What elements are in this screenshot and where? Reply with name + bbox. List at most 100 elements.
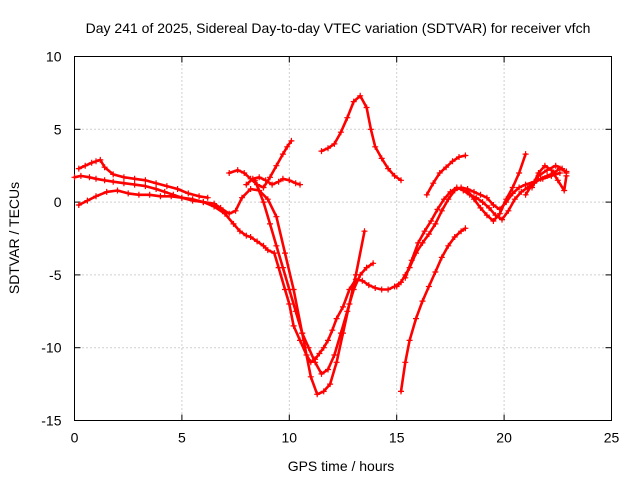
data-point [305,344,312,351]
data-point [260,242,267,249]
data-point [372,285,379,291]
data-point [93,158,99,165]
data-point [189,197,196,204]
data-point [239,194,245,201]
data-point [451,234,458,240]
data-point [230,220,237,227]
data-point [552,162,559,169]
data-point [516,184,523,191]
data-point [432,269,439,275]
data-point [264,247,271,254]
data-point [273,213,280,220]
data-point [363,264,370,271]
data-point [436,170,443,176]
data-point [378,155,385,162]
data-point [157,193,164,200]
data-point [340,303,346,310]
data-point [408,257,415,264]
data-point [288,137,295,144]
series-arc-H [403,167,568,280]
data-point [234,167,241,174]
markers-arc-J [398,225,469,395]
data-point [110,171,117,178]
markers-arc-M [522,162,570,198]
data-point [247,186,254,192]
data-point [462,225,469,232]
data-point [153,180,160,187]
data-point [226,210,233,217]
data-point [146,191,153,198]
data-point [477,204,484,211]
data-point [236,228,243,235]
data-point [243,181,250,188]
data-point [204,194,211,201]
data-point [275,178,282,185]
data-point [518,188,525,195]
data-point [367,126,374,133]
data-point [290,322,297,329]
data-point [443,164,450,171]
data-point [88,159,95,166]
data-point [284,143,291,150]
data-point [337,330,344,337]
data-point [535,172,542,179]
data-point [438,254,445,261]
data-point [483,194,490,201]
data-point [142,183,149,190]
data-point [357,92,364,99]
data-point [325,366,331,373]
series-arc-B [77,187,366,396]
data-point [75,165,82,172]
data-point [243,232,250,239]
data-point [286,286,293,293]
data-point [93,193,99,200]
data-point [363,104,370,111]
data-point [114,187,121,194]
data-point [350,98,357,105]
y-tick-label: -10 [41,340,61,356]
data-point [273,242,280,249]
data-point [282,250,288,257]
axis-ticks [74,56,612,421]
data-point [196,193,203,200]
data-point [93,175,99,182]
data-point [499,216,505,223]
data-point [120,180,127,187]
data-point [406,337,413,344]
data-point [211,200,218,207]
data-point [254,238,261,245]
data-point [247,234,254,240]
data-point [415,239,422,246]
data-point [178,194,185,201]
data-point [563,170,570,176]
data-point [292,180,299,187]
data-point [447,188,454,195]
data-point [135,191,142,198]
data-point [260,184,267,191]
data-point [425,231,432,238]
data-point [430,180,437,187]
data-point [307,373,314,380]
data-point [333,315,340,322]
x-tick-labels: 0 5 10 15 20 25 [71,430,620,446]
data-point [318,370,325,377]
data-point [312,359,319,366]
data-point [320,388,327,395]
data-point [77,172,84,179]
data-point [251,177,258,184]
data-point [316,350,323,357]
data-point [365,282,372,289]
y-tick-label: -5 [49,267,62,283]
data-point [174,186,181,192]
data-point [84,197,91,204]
series-arc-C [77,158,209,199]
data-point [101,177,108,184]
data-point [428,218,435,224]
y-tick-label: -15 [41,413,61,429]
data-point [483,212,490,219]
data-point [486,204,493,211]
data-point [279,264,286,271]
data-point [200,199,207,206]
data-point [161,188,168,195]
data-point [445,242,452,249]
